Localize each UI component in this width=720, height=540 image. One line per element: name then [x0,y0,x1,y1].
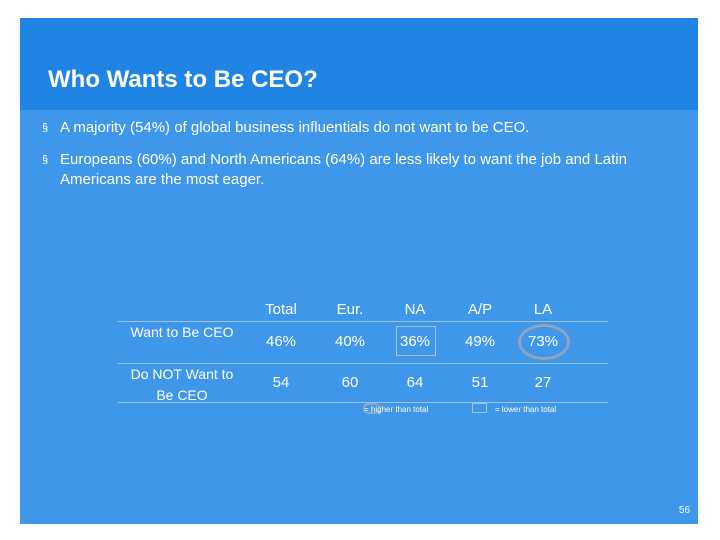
table-cell: 64 [406,374,424,391]
bullet-list: § A majority (54%) of global business in… [42,118,687,202]
bullet-marker-icon: § [42,154,49,166]
title-band: Who Wants to Be CEO? [20,18,698,110]
table-cell: 36% [399,333,431,350]
column-header-la: LA [533,301,553,318]
bullet-item: § A majority (54%) of global business in… [42,118,687,138]
higher-legend-icon [363,403,381,414]
row-divider [118,363,608,364]
bullet-text: A majority (54%) of global business infl… [60,119,530,136]
table-cell: 51 [471,374,489,391]
column-header-total: Total [265,301,297,318]
row-divider [118,402,608,403]
table-cell: 46% [265,333,297,350]
column-header-eur: Eur. [336,301,364,318]
column-header-na: NA [404,301,426,318]
table-cell: 27 [534,374,552,391]
slide: Who Wants to Be CEO? § A majority (54%) … [20,18,698,524]
table-cell: 54 [272,374,290,391]
lower-legend-icon [472,403,487,413]
slide-title: Who Wants to Be CEO? [48,66,318,93]
bullet-item: § Europeans (60%) and North Americans (6… [42,150,687,190]
row-label-want: Want to Be CEO [130,324,234,340]
table-cell: 40% [334,333,366,350]
legend-higher-label: = higher than total [364,405,429,414]
row-label-not-want: Do NOT Want to Be CEO [130,366,234,403]
page-number: 56 [678,505,690,516]
lower-than-total-marker [396,326,436,356]
higher-than-total-marker [518,324,570,360]
legend-lower-label: = lower than total [495,405,557,414]
table-cell: 49% [464,333,496,350]
table-cell: 60 [341,374,359,391]
column-header-ap: A/P [467,301,493,318]
bullet-text: Europeans (60%) and North Americans (64%… [60,151,627,188]
bullet-marker-icon: § [42,122,49,134]
row-divider [118,321,608,322]
